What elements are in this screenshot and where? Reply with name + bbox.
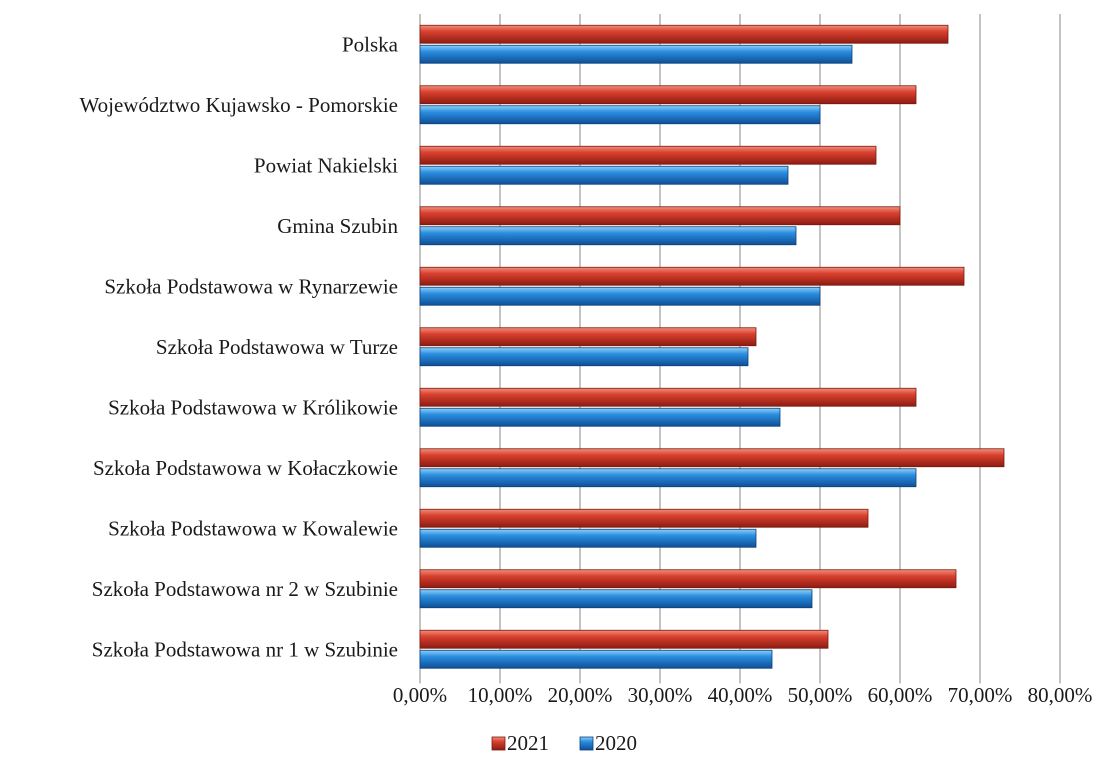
legend-swatch-2020: [579, 736, 594, 751]
bars: [419, 24, 1005, 669]
bar-2020: [419, 44, 853, 64]
bar-2020: [419, 226, 797, 246]
x-tick-label: 20,00%: [548, 683, 613, 707]
bar-2020: [419, 105, 821, 125]
category-label: Szkoła Podstawowa nr 2 w Szubinie: [92, 577, 398, 601]
category-label: Szkoła Podstawowa w Kołaczkowie: [93, 456, 398, 480]
bar-2021: [419, 327, 757, 347]
bar-2021: [419, 206, 901, 226]
category-label: Szkoła Podstawowa w Królikowie: [108, 395, 398, 419]
x-tick-label: 40,00%: [708, 683, 773, 707]
bar-2021: [419, 85, 917, 105]
bar-2020: [419, 286, 821, 306]
category-labels: Polska Województwo Kujawsko - Pomorskie Po…: [79, 32, 398, 661]
bar-2020: [419, 649, 773, 669]
x-tick-label: 30,00%: [628, 683, 693, 707]
legend-label-2021: 2021: [507, 731, 549, 755]
category-label: Województwo Kujawsko - Pomorskie: [79, 93, 398, 117]
legend-swatch-2021: [491, 736, 506, 751]
bar-2021: [419, 448, 1005, 468]
category-label: Szkoła Podstawowa nr 1 w Szubinie: [92, 637, 398, 661]
category-label: Polska: [342, 32, 399, 56]
x-tick-label: 50,00%: [788, 683, 853, 707]
x-tick-label: 10,00%: [468, 683, 533, 707]
bar-2020: [419, 468, 917, 488]
x-axis-tick-labels: 0,00% 10,00% 20,00% 30,00% 40,00% 50,00% 60,00…: [393, 683, 1093, 707]
bar-2020: [419, 589, 813, 609]
bar-2021: [419, 266, 965, 286]
x-tick-label: 70,00%: [948, 683, 1013, 707]
bar-2020: [419, 347, 749, 367]
bar-2020: [419, 165, 789, 185]
bar-2021: [419, 508, 869, 528]
x-tick-label: 0,00%: [393, 683, 447, 707]
bar-2021: [419, 24, 949, 44]
bar-2021: [419, 145, 877, 165]
category-label: Gmina Szubin: [277, 214, 398, 238]
bar-2021: [419, 569, 957, 589]
category-label: Szkoła Podstawowa w Turze: [156, 335, 398, 359]
bar-2021: [419, 629, 829, 649]
bar-2020: [419, 528, 757, 548]
x-tick-label: 80,00%: [1028, 683, 1093, 707]
legend-label-2020: 2020: [595, 731, 637, 755]
category-label: Szkoła Podstawowa w Rynarzewie: [104, 274, 398, 298]
category-label: Powiat Nakielski: [254, 153, 398, 177]
legend: 2021 2020: [491, 731, 637, 755]
category-label: Szkoła Podstawowa w Kowalewie: [108, 516, 398, 540]
bar-2021: [419, 387, 917, 407]
bar-2020: [419, 407, 781, 427]
x-tick-label: 60,00%: [868, 683, 933, 707]
